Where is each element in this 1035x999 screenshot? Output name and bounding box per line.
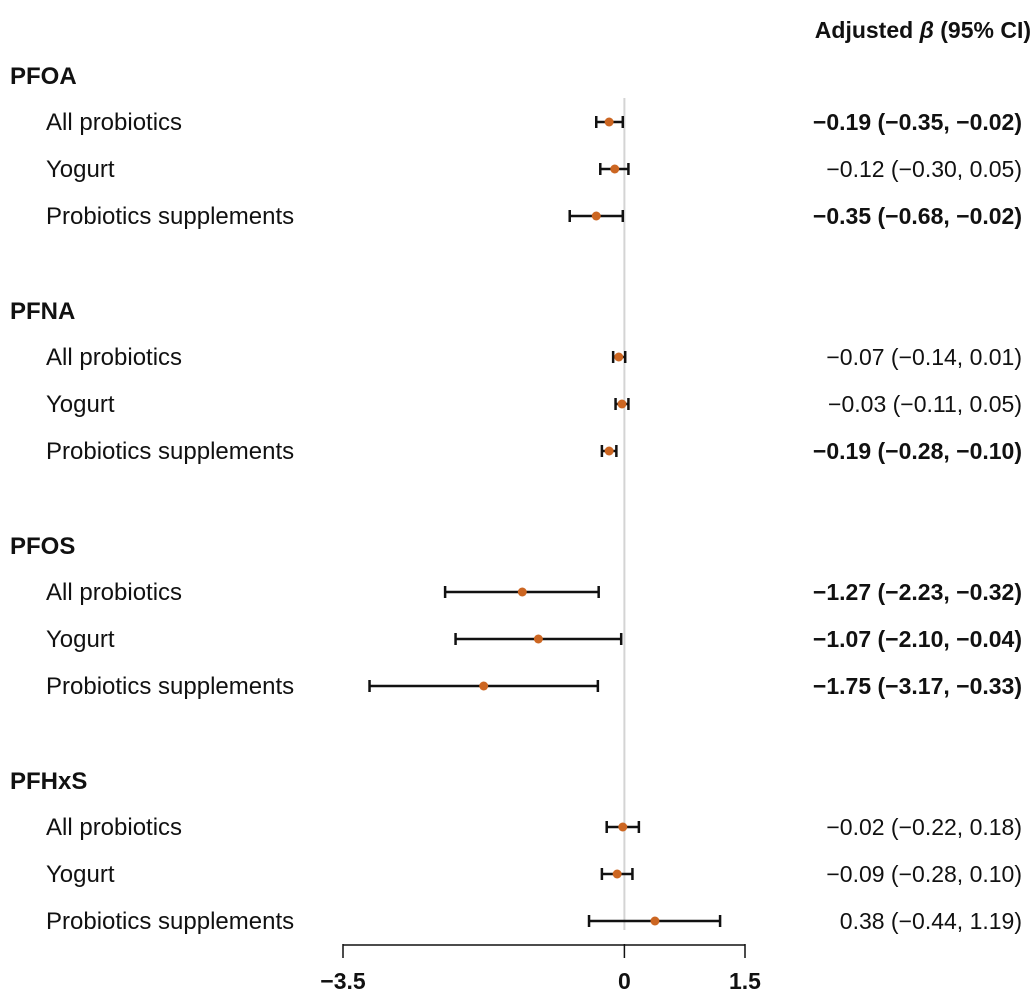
group-label: PFHxS [10, 768, 87, 795]
point-estimate [617, 399, 627, 409]
row-label: All probiotics [46, 344, 182, 371]
estimate-column-header: Adjusted β (95% CI) [815, 17, 1031, 43]
estimate-label: −0.19 (−0.35, −0.02) [813, 109, 1022, 135]
x-axis: −3.5 0 1.5 [320, 944, 761, 994]
point-estimate [479, 681, 489, 691]
group-label: PFOS [10, 533, 75, 560]
row-label: Probiotics supplements [46, 908, 294, 935]
estimate-label: 0.38 (−0.44, 1.19) [840, 908, 1022, 934]
row-label: Probiotics supplements [46, 438, 294, 465]
row-label: All probiotics [46, 579, 182, 606]
estimate-label: −0.35 (−0.68, −0.02) [813, 203, 1022, 229]
estimate-label: −1.07 (−2.10, −0.04) [813, 626, 1022, 652]
estimate-label: −0.12 (−0.30, 0.05) [826, 156, 1022, 182]
point-estimate [591, 211, 601, 221]
x-tick-label: 0 [618, 968, 631, 994]
point-estimate [618, 822, 628, 832]
point-estimate [610, 164, 620, 174]
estimate-label: −0.03 (−0.11, 0.05) [828, 391, 1022, 417]
x-tick-label: 1.5 [729, 968, 761, 994]
rows-layer: PFOA All probiotics −0.19 (−0.35, −0.02) Yo… [10, 63, 1022, 935]
point-estimate [650, 916, 660, 926]
point-estimate [604, 117, 614, 127]
group-label: PFNA [10, 298, 75, 325]
row-label: All probiotics [46, 109, 182, 136]
row-label: Yogurt [46, 626, 115, 653]
estimate-label: −0.19 (−0.28, −0.10) [813, 438, 1022, 464]
group-label: PFOA [10, 63, 77, 90]
point-estimate [517, 587, 527, 597]
point-estimate [533, 634, 543, 644]
estimate-label: −0.02 (−0.22, 0.18) [826, 814, 1022, 840]
estimate-label: −0.09 (−0.28, 0.10) [826, 861, 1022, 887]
point-estimate [614, 352, 624, 362]
point-estimate [604, 446, 614, 456]
row-label: All probiotics [46, 814, 182, 841]
row-label: Yogurt [46, 861, 115, 888]
row-label: Yogurt [46, 156, 115, 183]
estimate-label: −0.07 (−0.14, 0.01) [826, 344, 1022, 370]
point-estimate [612, 869, 622, 879]
estimate-label: −1.75 (−3.17, −0.33) [813, 673, 1022, 699]
row-label: Yogurt [46, 391, 115, 418]
estimate-label: −1.27 (−2.23, −0.32) [813, 579, 1022, 605]
row-label: Probiotics supplements [46, 673, 294, 700]
x-tick-label: −3.5 [320, 968, 366, 994]
row-label: Probiotics supplements [46, 203, 294, 230]
